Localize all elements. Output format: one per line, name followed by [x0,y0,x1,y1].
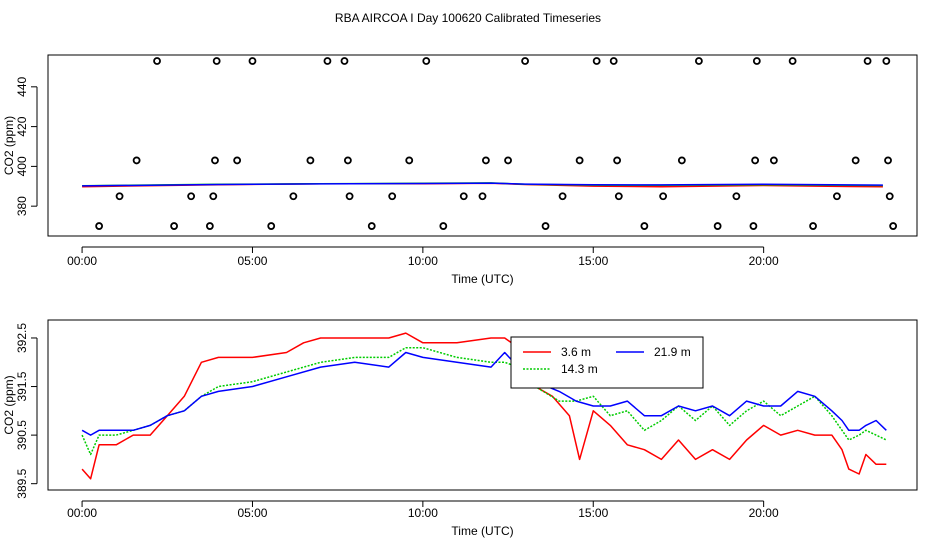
data-point [885,192,894,201]
data-point [694,57,703,65]
data-point [343,156,352,165]
data-point [889,222,898,230]
data-point [677,156,686,165]
legend-label: 14.3 m [561,362,598,376]
data-point [345,192,354,201]
data-point [575,156,584,165]
data-point [713,222,722,230]
data-point [504,156,512,165]
data-point [422,57,431,65]
data-point [248,57,257,65]
data-point [851,156,860,165]
x-tick-label: 00:00 [67,506,97,520]
top-panel-scatter: 00:00 05:00 10:00 15:00 20:00 Time (UTC) 380 40… [2,54,918,286]
y-tick-label: 391.5 [15,371,29,401]
series-line-21-9-m [82,182,883,187]
data-point [521,57,529,65]
legend-label: 3.6 m [561,345,591,359]
y-tick-label: 392.5 [15,323,29,353]
data-point [482,156,490,165]
x-tick-label: 20:00 [749,254,779,268]
data-point [323,57,332,65]
data-point [640,222,649,230]
data-point [863,57,872,65]
data-point [233,156,242,165]
data-point [267,222,276,230]
data-point [205,222,214,230]
bottom-panel-timeseries: 00:00 05:00 10:00 15:00 20:00 Time (UTC) 389.5… [2,319,918,538]
legend-label: 21.9 m [654,345,691,359]
y-axis-label: CO2 (ppm) [2,375,16,434]
x-axis-label: Time (UTC) [451,524,513,538]
x-tick-label: 15:00 [578,506,608,520]
plot-frame [47,54,918,237]
series-line-3-6-m [81,332,887,480]
y-tick-label: 389.5 [15,468,29,498]
data-point [340,57,349,65]
figure-title: RBA AIRCOA I Day 100620 Calibrated Times… [335,11,601,25]
series-line-14-3-m [81,346,887,456]
data-point [439,222,448,230]
x-axis-label: Time (UTC) [451,272,513,286]
data-point [752,57,761,65]
x-tick-label: 15:00 [578,254,608,268]
data-point [95,222,104,230]
x-tick-label: 05:00 [237,254,267,268]
data-point [882,57,891,65]
data-point [289,192,298,201]
y-tick-label: 380 [15,196,29,216]
data-point [751,156,760,165]
x-tick-label: 05:00 [237,506,267,520]
data-point [132,156,141,165]
data-point [115,192,124,201]
x-tick-label: 10:00 [408,506,438,520]
x-tick-label: 10:00 [408,254,438,268]
data-point [211,156,219,165]
data-point [884,156,892,165]
y-tick-label: 440 [15,76,29,96]
data-point [659,192,668,201]
x-tick-label: 00:00 [67,254,97,268]
data-point [609,57,618,65]
data-point [153,57,161,65]
data-point [592,57,601,65]
data-point [749,222,758,230]
y-tick-label: 390.5 [15,420,29,450]
data-point [209,192,218,201]
data-point [367,222,376,230]
data-point [788,57,797,65]
data-point [613,156,622,165]
data-point [809,222,817,230]
data-point [187,192,196,201]
data-point [833,192,841,201]
data-point [478,192,487,201]
data-point [769,156,778,165]
data-point [306,156,315,165]
y-tick-label: 420 [15,116,29,136]
data-point [388,192,397,201]
data-point [212,57,221,65]
series-line-21-9-m [81,351,887,436]
data-point [614,192,623,201]
y-tick-label: 400 [15,156,29,176]
data-point [732,192,741,201]
data-point [541,222,550,230]
data-point [170,222,178,230]
data-point [405,156,414,165]
data-point [459,192,468,201]
legend-box [510,336,704,389]
plot-frame [47,319,918,491]
x-tick-label: 20:00 [749,506,779,520]
data-point [558,192,567,201]
y-axis-label: CO2 (ppm) [2,116,16,175]
